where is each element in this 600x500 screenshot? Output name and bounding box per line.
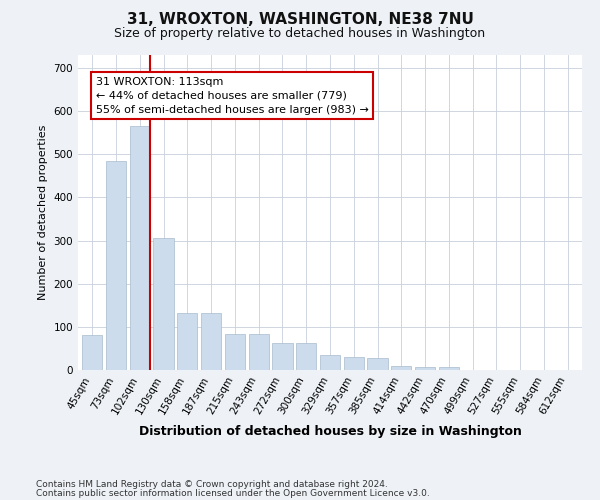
Bar: [177, 312, 197, 370]
Bar: [225, 334, 245, 370]
Bar: [296, 343, 316, 370]
Bar: [367, 358, 388, 370]
Bar: [201, 312, 221, 370]
X-axis label: Distribution of detached houses by size in Washington: Distribution of detached houses by size …: [139, 424, 521, 438]
Text: Contains HM Land Registry data © Crown copyright and database right 2024.: Contains HM Land Registry data © Crown c…: [36, 480, 388, 489]
Bar: [82, 336, 103, 370]
Bar: [130, 126, 150, 370]
Text: 31, WROXTON, WASHINGTON, NE38 7NU: 31, WROXTON, WASHINGTON, NE38 7NU: [127, 12, 473, 28]
Bar: [106, 160, 126, 370]
Bar: [154, 238, 173, 370]
Bar: [344, 357, 364, 370]
Bar: [391, 366, 412, 370]
Text: Size of property relative to detached houses in Washington: Size of property relative to detached ho…: [115, 28, 485, 40]
Bar: [248, 334, 269, 370]
Bar: [439, 366, 459, 370]
Bar: [272, 343, 293, 370]
Text: 31 WROXTON: 113sqm
← 44% of detached houses are smaller (779)
55% of semi-detach: 31 WROXTON: 113sqm ← 44% of detached hou…: [96, 76, 369, 114]
Bar: [415, 366, 435, 370]
Text: Contains public sector information licensed under the Open Government Licence v3: Contains public sector information licen…: [36, 488, 430, 498]
Bar: [320, 355, 340, 370]
Y-axis label: Number of detached properties: Number of detached properties: [38, 125, 48, 300]
